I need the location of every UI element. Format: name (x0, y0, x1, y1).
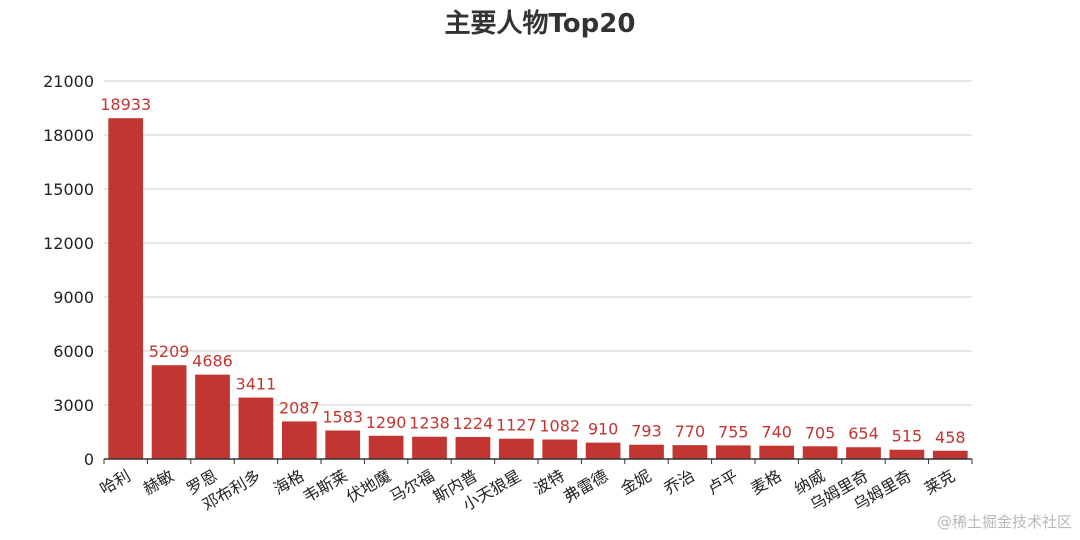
x-tick-label: 金妮 (617, 466, 654, 498)
x-tick-label: 麦格 (747, 466, 784, 498)
data-label: 18933 (100, 95, 151, 114)
data-label: 1224 (453, 414, 494, 433)
x-tick-label: 马尔福 (386, 466, 437, 506)
y-tick-label: 21000 (43, 72, 94, 91)
data-label: 910 (588, 420, 619, 439)
bar (846, 447, 881, 459)
bar (629, 444, 664, 459)
y-axis-ticks: 0 3000 6000 9000 12000 15000 18000 21000 (43, 72, 94, 469)
bar (932, 450, 968, 459)
data-label: 3411 (236, 375, 277, 394)
y-tick-label: 18000 (43, 126, 94, 145)
x-tick-label: 赫敏 (140, 466, 177, 498)
bar (542, 439, 578, 459)
data-label: 793 (631, 422, 662, 441)
data-label: 2087 (279, 398, 320, 417)
data-label: 654 (848, 424, 879, 443)
y-tick-label: 15000 (43, 180, 94, 199)
data-label: 5209 (149, 342, 190, 361)
bar (238, 397, 274, 459)
data-label: 515 (892, 427, 923, 446)
y-tick-label: 9000 (53, 288, 94, 307)
x-axis-ticks: 哈利 赫敏 罗恩邓布利多 海格韦斯莱伏地魔马尔福斯内普小天狼星 波特弗雷德 金妮 乔治 卢平麦… (96, 466, 958, 514)
x-tick-label: 弗雷德 (560, 466, 611, 506)
data-label: 458 (935, 428, 966, 447)
bar (368, 435, 404, 459)
data-label: 4686 (192, 352, 233, 371)
gridlines (104, 80, 972, 406)
bar (672, 445, 708, 459)
bar (585, 442, 621, 459)
x-tick-label: 莱克 (921, 466, 958, 498)
data-label: 1127 (496, 416, 537, 435)
bar (151, 365, 187, 459)
y-tick-label: 0 (84, 450, 94, 469)
bar (108, 118, 144, 460)
bar (715, 445, 751, 459)
data-label: 1238 (409, 414, 450, 433)
bar (889, 449, 925, 459)
data-label: 740 (761, 423, 792, 442)
x-tick-label: 乔治 (661, 466, 698, 498)
bar (498, 438, 534, 459)
x-tick-label: 哈利 (96, 466, 133, 498)
bar (325, 430, 361, 459)
data-label: 1583 (322, 408, 363, 427)
y-tick-label: 3000 (53, 396, 94, 415)
y-tick-label: 12000 (43, 234, 94, 253)
watermark: @稀土掘金技术社区 (936, 513, 1072, 531)
data-label: 1082 (539, 417, 580, 436)
bars (108, 118, 968, 460)
x-tick-label: 卢平 (704, 466, 741, 498)
bar (455, 436, 491, 459)
bar (195, 374, 230, 459)
bar (802, 446, 838, 459)
bar (412, 436, 447, 459)
data-label: 755 (718, 422, 749, 441)
bar (759, 445, 795, 459)
data-label: 1290 (366, 413, 407, 432)
x-tick-label: 伏地魔 (343, 466, 394, 506)
x-axis (103, 458, 973, 464)
bar (281, 421, 317, 459)
data-label: 770 (675, 422, 706, 441)
y-tick-label: 6000 (53, 342, 94, 361)
chart-title: 主要人物Top20 (445, 9, 636, 39)
data-label: 705 (805, 423, 836, 442)
x-tick-label: 韦斯莱 (300, 466, 351, 506)
